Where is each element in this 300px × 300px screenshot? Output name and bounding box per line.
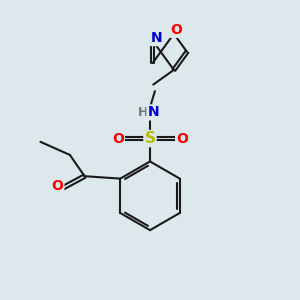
Text: H: H [138, 106, 148, 119]
Text: N: N [151, 31, 162, 45]
Text: O: O [170, 23, 182, 37]
Text: O: O [112, 131, 124, 146]
Text: N: N [148, 105, 159, 119]
Text: O: O [52, 179, 63, 193]
Text: O: O [176, 131, 188, 146]
Text: S: S [145, 131, 155, 146]
